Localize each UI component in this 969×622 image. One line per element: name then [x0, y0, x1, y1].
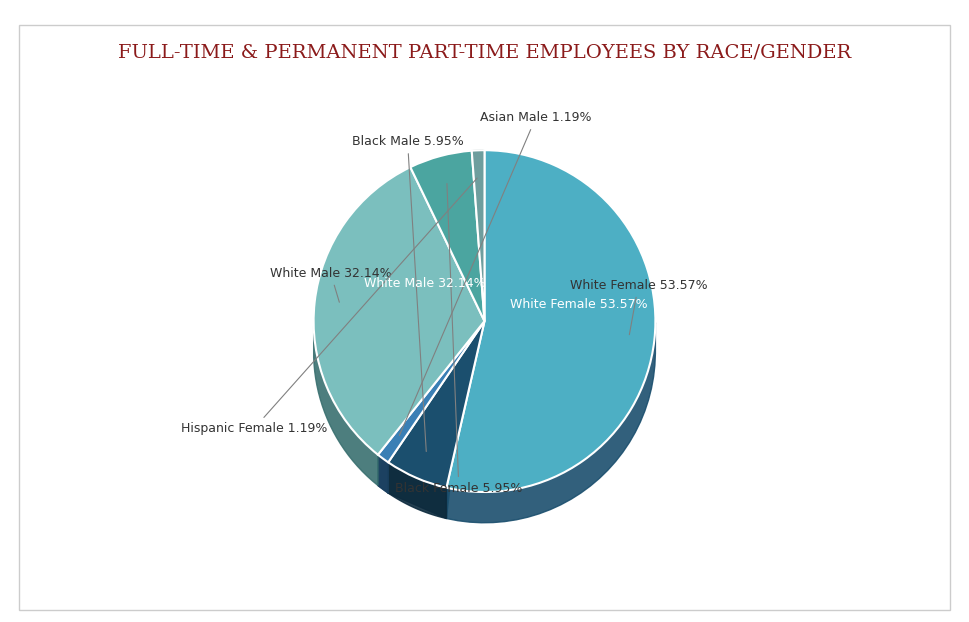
Polygon shape	[410, 151, 472, 198]
Polygon shape	[389, 462, 447, 519]
Text: White Female 53.57%: White Female 53.57%	[510, 297, 647, 310]
Wedge shape	[378, 321, 484, 462]
Wedge shape	[410, 151, 484, 321]
Text: White Male 32.14%: White Male 32.14%	[270, 267, 391, 302]
Wedge shape	[314, 167, 484, 455]
Polygon shape	[378, 167, 410, 486]
Polygon shape	[447, 150, 484, 519]
Wedge shape	[389, 321, 484, 488]
Polygon shape	[378, 455, 389, 493]
Wedge shape	[447, 150, 655, 492]
Polygon shape	[447, 323, 655, 522]
Text: White Male 32.14%: White Male 32.14%	[364, 277, 485, 290]
Text: Asian Male 1.19%: Asian Male 1.19%	[399, 111, 591, 435]
Polygon shape	[472, 150, 484, 182]
Text: Hispanic Female 1.19%: Hispanic Female 1.19%	[180, 178, 477, 435]
Wedge shape	[472, 150, 484, 321]
Polygon shape	[389, 462, 447, 519]
Text: Black Female 5.95%: Black Female 5.95%	[395, 183, 522, 495]
Text: White Female 53.57%: White Female 53.57%	[570, 279, 707, 335]
Polygon shape	[314, 327, 378, 486]
Text: Black Male 5.95%: Black Male 5.95%	[352, 135, 463, 452]
Polygon shape	[378, 455, 389, 493]
Text: FULL-TIME & PERMANENT PART-TIME EMPLOYEES BY RACE/GENDER: FULL-TIME & PERMANENT PART-TIME EMPLOYEE…	[118, 44, 851, 62]
